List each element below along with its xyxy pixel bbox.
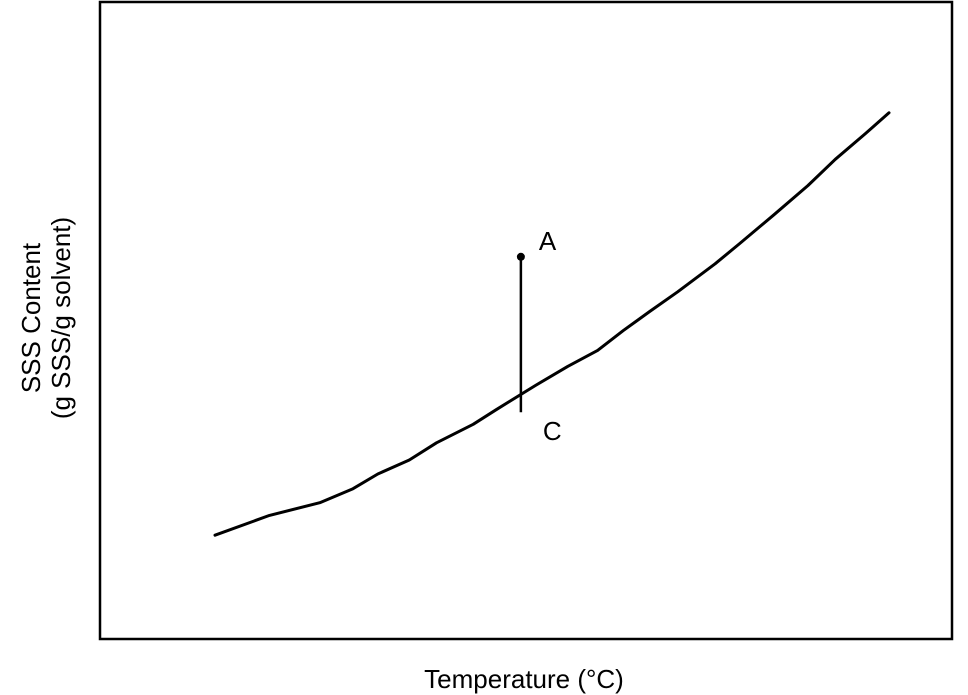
point-a-marker bbox=[516, 252, 525, 261]
x-axis-label: Temperature (°C) bbox=[424, 664, 624, 694]
plot-layer: AC bbox=[213, 111, 891, 537]
plot-frame bbox=[98, 0, 954, 641]
y-axis-label-line1: SSS Content bbox=[16, 242, 46, 393]
y-axis-label-line2: (g SSS/g solvent) bbox=[46, 217, 76, 419]
point-c-label: C bbox=[543, 416, 562, 446]
y-axis-label-group: SSS Content (g SSS/g solvent) bbox=[16, 217, 76, 419]
point-a-label: A bbox=[539, 226, 557, 256]
solubility-curve-line bbox=[213, 111, 891, 537]
